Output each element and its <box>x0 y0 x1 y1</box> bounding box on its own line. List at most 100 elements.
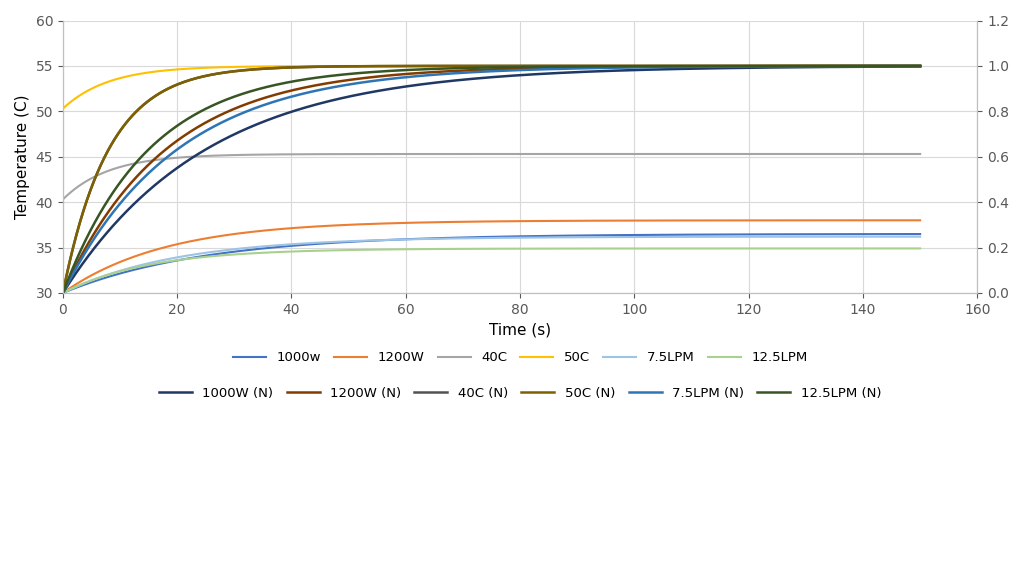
50C <box>421 63 433 69</box>
50C (N) <box>421 63 433 69</box>
7.5LPM (N) <box>158 156 170 163</box>
1000W (N) <box>545 70 557 77</box>
50C <box>545 63 557 69</box>
1200W (N) <box>158 148 170 154</box>
12.5LPM <box>123 266 135 273</box>
Line: 1200W (N): 1200W (N) <box>62 66 921 293</box>
1000w <box>123 267 135 274</box>
1200W (N) <box>454 67 466 74</box>
Line: 40C (N): 40C (N) <box>62 66 921 293</box>
Y-axis label: Temperature (C): Temperature (C) <box>15 95 30 219</box>
Legend: 1000W (N), 1200W (N), 40C (N), 50C (N), 7.5LPM (N), 12.5LPM (N): 1000W (N), 1200W (N), 40C (N), 50C (N), … <box>154 381 887 405</box>
Line: 7.5LPM (N): 7.5LPM (N) <box>62 66 921 293</box>
1200W (N) <box>545 64 557 71</box>
50C <box>914 63 927 69</box>
1000W (N) <box>454 76 466 83</box>
40C <box>454 150 466 157</box>
1000W (N) <box>56 289 69 296</box>
12.5LPM <box>56 289 69 296</box>
1000w <box>421 235 433 242</box>
7.5LPM (N) <box>123 189 135 196</box>
1200W (N) <box>56 289 69 296</box>
12.5LPM (N) <box>454 65 466 72</box>
12.5LPM (N) <box>123 167 135 174</box>
12.5LPM (N) <box>438 65 451 72</box>
40C (N) <box>158 87 170 94</box>
1200W <box>123 255 135 262</box>
50C <box>158 67 170 74</box>
Line: 50C: 50C <box>62 66 921 108</box>
1000w <box>914 231 927 238</box>
50C (N) <box>158 87 170 94</box>
1000W (N) <box>438 78 451 85</box>
50C (N) <box>914 63 927 69</box>
12.5LPM (N) <box>914 63 927 69</box>
12.5LPM <box>454 246 466 253</box>
1200W (N) <box>123 181 135 188</box>
50C <box>123 72 135 79</box>
1200W <box>454 218 466 225</box>
Line: 1000W (N): 1000W (N) <box>62 67 921 293</box>
50C (N) <box>454 63 466 69</box>
Line: 1200W: 1200W <box>62 220 921 293</box>
7.5LPM (N) <box>454 69 466 76</box>
12.5LPM <box>158 259 170 266</box>
1000W (N) <box>421 80 433 87</box>
12.5LPM (N) <box>545 63 557 70</box>
Line: 12.5LPM: 12.5LPM <box>62 249 921 293</box>
50C <box>56 105 69 112</box>
1200W (N) <box>438 68 451 75</box>
1000w <box>454 234 466 241</box>
40C (N) <box>56 289 69 296</box>
1000W (N) <box>914 63 927 70</box>
40C <box>438 150 451 157</box>
40C (N) <box>421 63 433 69</box>
1000w <box>56 289 69 296</box>
40C <box>421 150 433 157</box>
7.5LPM <box>914 233 927 240</box>
7.5LPM (N) <box>438 71 451 77</box>
1000w <box>158 259 170 266</box>
50C (N) <box>438 63 451 69</box>
7.5LPM (N) <box>914 63 927 69</box>
50C <box>454 63 466 69</box>
40C (N) <box>438 63 451 69</box>
1200W <box>158 244 170 251</box>
12.5LPM (N) <box>158 132 170 139</box>
Line: 50C (N): 50C (N) <box>62 66 921 293</box>
7.5LPM <box>421 235 433 242</box>
40C (N) <box>914 63 927 69</box>
1000W (N) <box>158 174 170 181</box>
7.5LPM <box>545 234 557 241</box>
40C (N) <box>123 116 135 123</box>
40C (N) <box>454 63 466 69</box>
7.5LPM (N) <box>56 289 69 296</box>
12.5LPM <box>914 245 927 252</box>
50C (N) <box>56 289 69 296</box>
7.5LPM <box>158 257 170 263</box>
7.5LPM <box>454 235 466 242</box>
7.5LPM <box>123 265 135 272</box>
12.5LPM <box>545 245 557 252</box>
40C <box>123 161 135 168</box>
40C <box>56 196 69 203</box>
1000w <box>438 235 451 242</box>
1200W <box>438 219 451 226</box>
7.5LPM <box>438 235 451 242</box>
50C <box>438 63 451 69</box>
12.5LPM (N) <box>56 289 69 296</box>
12.5LPM (N) <box>421 66 433 73</box>
Line: 7.5LPM: 7.5LPM <box>62 236 921 293</box>
1200W <box>421 219 433 226</box>
1200W (N) <box>421 69 433 76</box>
Line: 1000w: 1000w <box>62 234 921 293</box>
7.5LPM (N) <box>421 72 433 79</box>
40C (N) <box>545 63 557 69</box>
1000w <box>545 232 557 239</box>
50C (N) <box>123 116 135 123</box>
X-axis label: Time (s): Time (s) <box>489 322 551 337</box>
40C <box>158 156 170 162</box>
40C <box>545 150 557 157</box>
12.5LPM <box>421 246 433 253</box>
7.5LPM <box>56 289 69 296</box>
